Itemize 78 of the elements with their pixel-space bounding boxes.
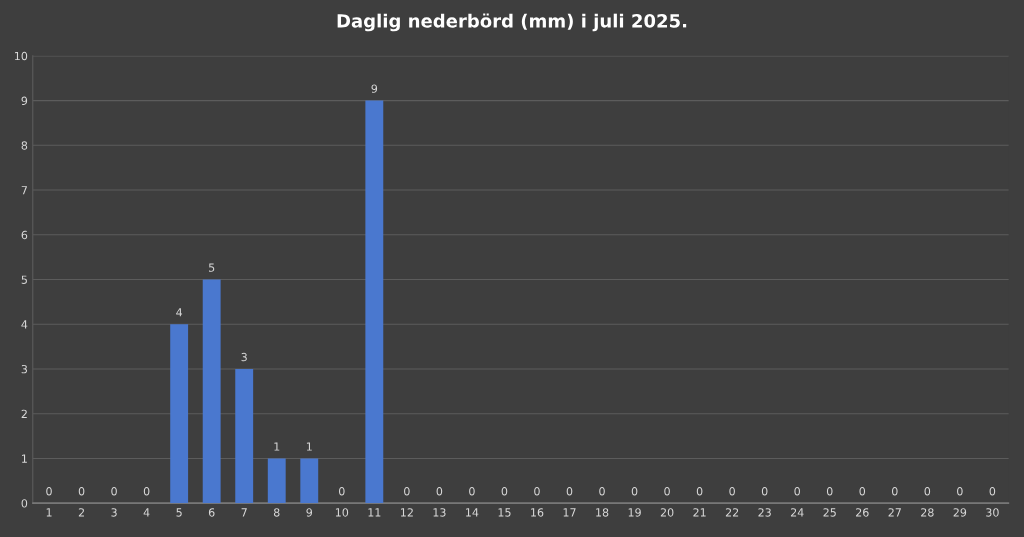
data-label: 0 [826,487,833,496]
x-tick-label: 6 [208,508,215,517]
data-label: 9 [371,84,378,93]
bar [202,279,221,504]
data-label: 0 [599,487,605,496]
data-label: 1 [274,442,280,451]
data-label: 0 [989,487,996,496]
x-tick-label: 2 [78,508,84,517]
data-label: 0 [469,487,475,496]
bar [170,324,189,504]
bar [235,368,254,504]
data-label: 0 [404,487,410,496]
data-label: 0 [566,487,573,496]
bar [267,458,286,504]
chart-title: Daglig nederbörd (mm) i juli 2025. [337,13,687,32]
y-tick-label: 8 [21,141,28,150]
x-tick-label: 14 [466,508,479,517]
x-tick-label: 30 [986,508,999,517]
x-tick-label: 10 [335,508,349,517]
y-tick-label: 6 [21,230,28,240]
x-tick-label: 23 [758,508,771,517]
x-tick-label: 5 [176,508,182,517]
x-tick-label: 20 [660,508,674,517]
data-label: 0 [696,487,703,496]
data-label: 5 [209,263,215,272]
data-label: 0 [338,487,345,496]
bar [365,100,384,504]
bar [300,458,319,504]
data-label: 0 [924,487,931,496]
data-label: 0 [859,487,866,496]
y-tick-label: 10 [14,51,28,61]
x-tick-label: 8 [273,508,280,517]
x-tick-label: 1 [46,508,52,517]
data-label: 4 [176,308,183,317]
x-tick-label: 29 [953,508,967,517]
data-label: 1 [306,442,312,451]
data-label: 3 [241,352,247,362]
y-tick-label: 7 [21,186,27,195]
data-label: 0 [957,487,963,496]
data-label: 0 [78,487,85,496]
x-tick-label: 12 [401,508,413,517]
y-tick-label: 9 [21,96,28,105]
data-label: 0 [794,487,800,496]
x-tick-label: 9 [306,508,313,517]
data-label: 0 [501,487,508,496]
x-tick-label: 11 [368,508,381,517]
x-tick-label: 19 [628,508,641,517]
x-tick-label: 4 [143,508,150,517]
x-tick-label: 28 [921,508,934,517]
y-tick-label: 5 [21,275,27,284]
data-label: 0 [111,487,117,496]
x-tick-label: 15 [498,508,511,517]
data-label: 0 [729,487,735,496]
x-tick-label: 22 [725,508,739,517]
x-tick-label: 3 [111,508,117,517]
x-tick-label: 21 [693,508,706,517]
x-tick-label: 7 [241,508,247,517]
data-label: 0 [46,487,52,496]
data-label: 0 [664,487,670,496]
data-label: 0 [534,487,540,496]
data-label: 0 [143,487,150,496]
x-tick-label: 16 [531,508,544,517]
y-tick-label: 1 [22,454,27,463]
x-tick-label: 18 [596,508,609,517]
y-tick-label: 2 [21,409,27,418]
x-tick-label: 17 [563,508,576,517]
y-tick-label: 0 [21,499,28,508]
y-tick-label: 4 [21,320,28,329]
data-label: 0 [891,487,898,496]
x-tick-label: 27 [888,508,901,517]
x-tick-label: 13 [433,508,446,517]
x-tick-label: 26 [856,508,869,517]
x-tick-label: 25 [823,508,836,517]
x-tick-label: 24 [790,508,804,517]
y-tick-label: 3 [21,364,28,374]
data-label: 0 [761,487,768,496]
data-label: 0 [436,487,443,496]
data-label: 0 [631,487,638,496]
